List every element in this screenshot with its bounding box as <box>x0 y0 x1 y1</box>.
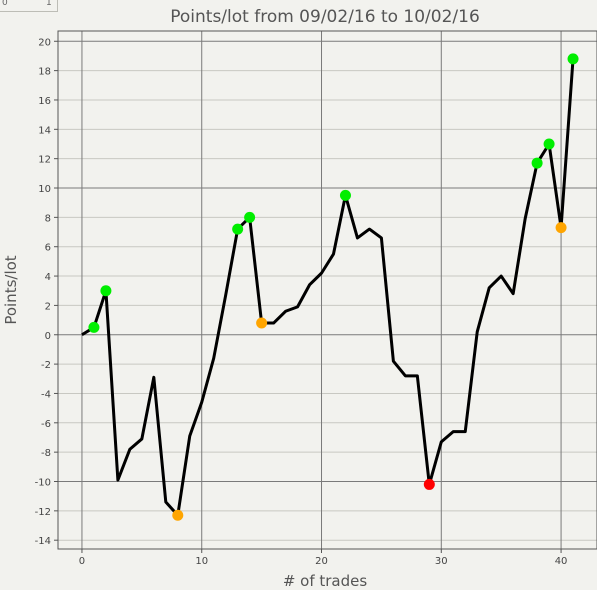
data-point-marker <box>232 223 244 235</box>
y-axis-label: Points/lot <box>2 255 20 324</box>
tick-labels: -14 -12 -10 -8 -6 -4 -2 0 2 4 6 8 10 12 14 16 18 20 0 10 20 3… <box>35 37 568 567</box>
data-point-marker <box>88 321 100 333</box>
y-tick-label: 10 <box>38 184 51 195</box>
y-tick-label: 14 <box>38 125 51 136</box>
data-point-marker <box>567 53 579 65</box>
y-tick-label: 20 <box>38 37 51 48</box>
y-tick-label: -4 <box>41 389 51 400</box>
y-tick-label: -6 <box>41 419 51 430</box>
y-tick-label: 0 <box>45 331 51 342</box>
y-tick-label: 2 <box>45 301 51 312</box>
x-tick-label: 40 <box>555 556 568 567</box>
data-point-marker <box>531 157 543 169</box>
x-tick-label: 20 <box>315 556 328 567</box>
grid <box>58 31 597 549</box>
data-point-marker <box>555 222 567 234</box>
y-tick-label: 6 <box>45 243 51 254</box>
markers <box>88 53 579 521</box>
data-point-marker <box>172 509 184 521</box>
x-axis-label: # of trades <box>283 572 368 590</box>
plot-frame <box>57 30 597 550</box>
data-point-marker <box>543 138 555 150</box>
x-tick-label: 10 <box>195 556 208 567</box>
y-tick-label: 18 <box>38 67 51 78</box>
series-line <box>81 58 575 517</box>
y-tick-label: -14 <box>35 536 51 547</box>
chart-title: Points/lot from 09/02/16 to 10/02/16 <box>170 7 480 27</box>
y-tick-label: 16 <box>38 96 51 107</box>
x-tick-label: 30 <box>435 556 448 567</box>
data-point-marker <box>423 478 435 490</box>
data-point-marker <box>244 211 256 223</box>
corner-label-1: 1 <box>46 0 52 8</box>
data-point-marker <box>256 317 268 329</box>
y-tick-label: 4 <box>45 272 51 283</box>
y-tick-label: 8 <box>45 213 51 224</box>
y-tick-label: -12 <box>35 507 51 518</box>
data-point-marker <box>100 285 112 297</box>
y-tick-label: -10 <box>35 477 51 488</box>
x-tick-label: 0 <box>79 556 85 567</box>
y-tick-label: -8 <box>41 448 51 459</box>
data-point-marker <box>339 189 351 201</box>
y-tick-label: -2 <box>41 360 51 371</box>
corner-label-0: 0 <box>2 0 8 8</box>
corner-ruler: 0 1 <box>0 0 58 12</box>
y-tick-label: 12 <box>38 155 51 166</box>
